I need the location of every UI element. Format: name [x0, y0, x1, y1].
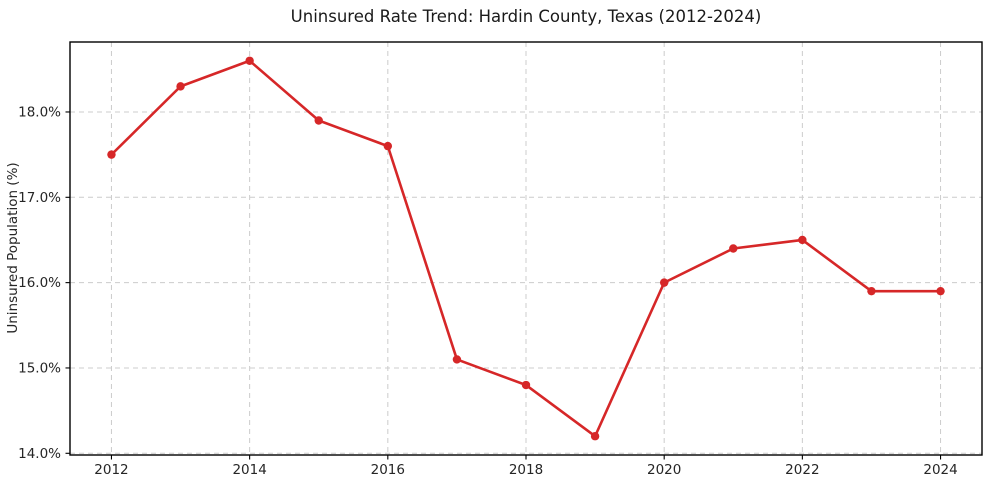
data-point-2024	[936, 286, 945, 296]
data-point-2012	[107, 150, 116, 159]
x-tick-label: 2018	[509, 462, 543, 478]
x-tick-label: 2020	[647, 462, 681, 478]
data-point-2021	[729, 244, 738, 253]
data-point-2013	[176, 82, 185, 91]
x-tick-label: 2016	[371, 462, 405, 478]
axes-layer: 2012 2014 2016 2018 2020 2022 2024 14.0% 15.0% 16…	[18, 41, 983, 478]
data-point-2022	[798, 235, 807, 245]
y-tick-label: 15.0%	[18, 360, 61, 376]
data-point-2018	[521, 380, 531, 390]
data-point-2016	[383, 141, 393, 151]
x-tick-label: 2012	[94, 462, 128, 478]
x-tick-label: 2022	[785, 462, 819, 478]
data-point-2015	[314, 116, 323, 125]
data-point-2023	[867, 286, 876, 296]
data-point-2017	[452, 355, 462, 364]
y-tick-label: 17.0%	[18, 190, 61, 206]
data-point-2014	[245, 56, 254, 65]
data-point-2019	[590, 432, 600, 441]
y-tick-label: 18.0%	[18, 104, 61, 120]
data-series-layer	[107, 56, 945, 441]
x-tick-label: 2014	[232, 462, 266, 478]
chart-title: Uninsured Rate Trend: Hardin County, Tex…	[291, 7, 762, 26]
y-tick-label: 14.0%	[18, 446, 61, 462]
plot-border	[69, 41, 983, 456]
x-tick-label: 2024	[923, 462, 957, 478]
data-point-2020	[659, 278, 669, 287]
y-tick-label: 16.0%	[18, 275, 61, 291]
grid-layer	[70, 42, 982, 455]
y-axis-label: Uninsured Population (%)	[5, 162, 21, 333]
